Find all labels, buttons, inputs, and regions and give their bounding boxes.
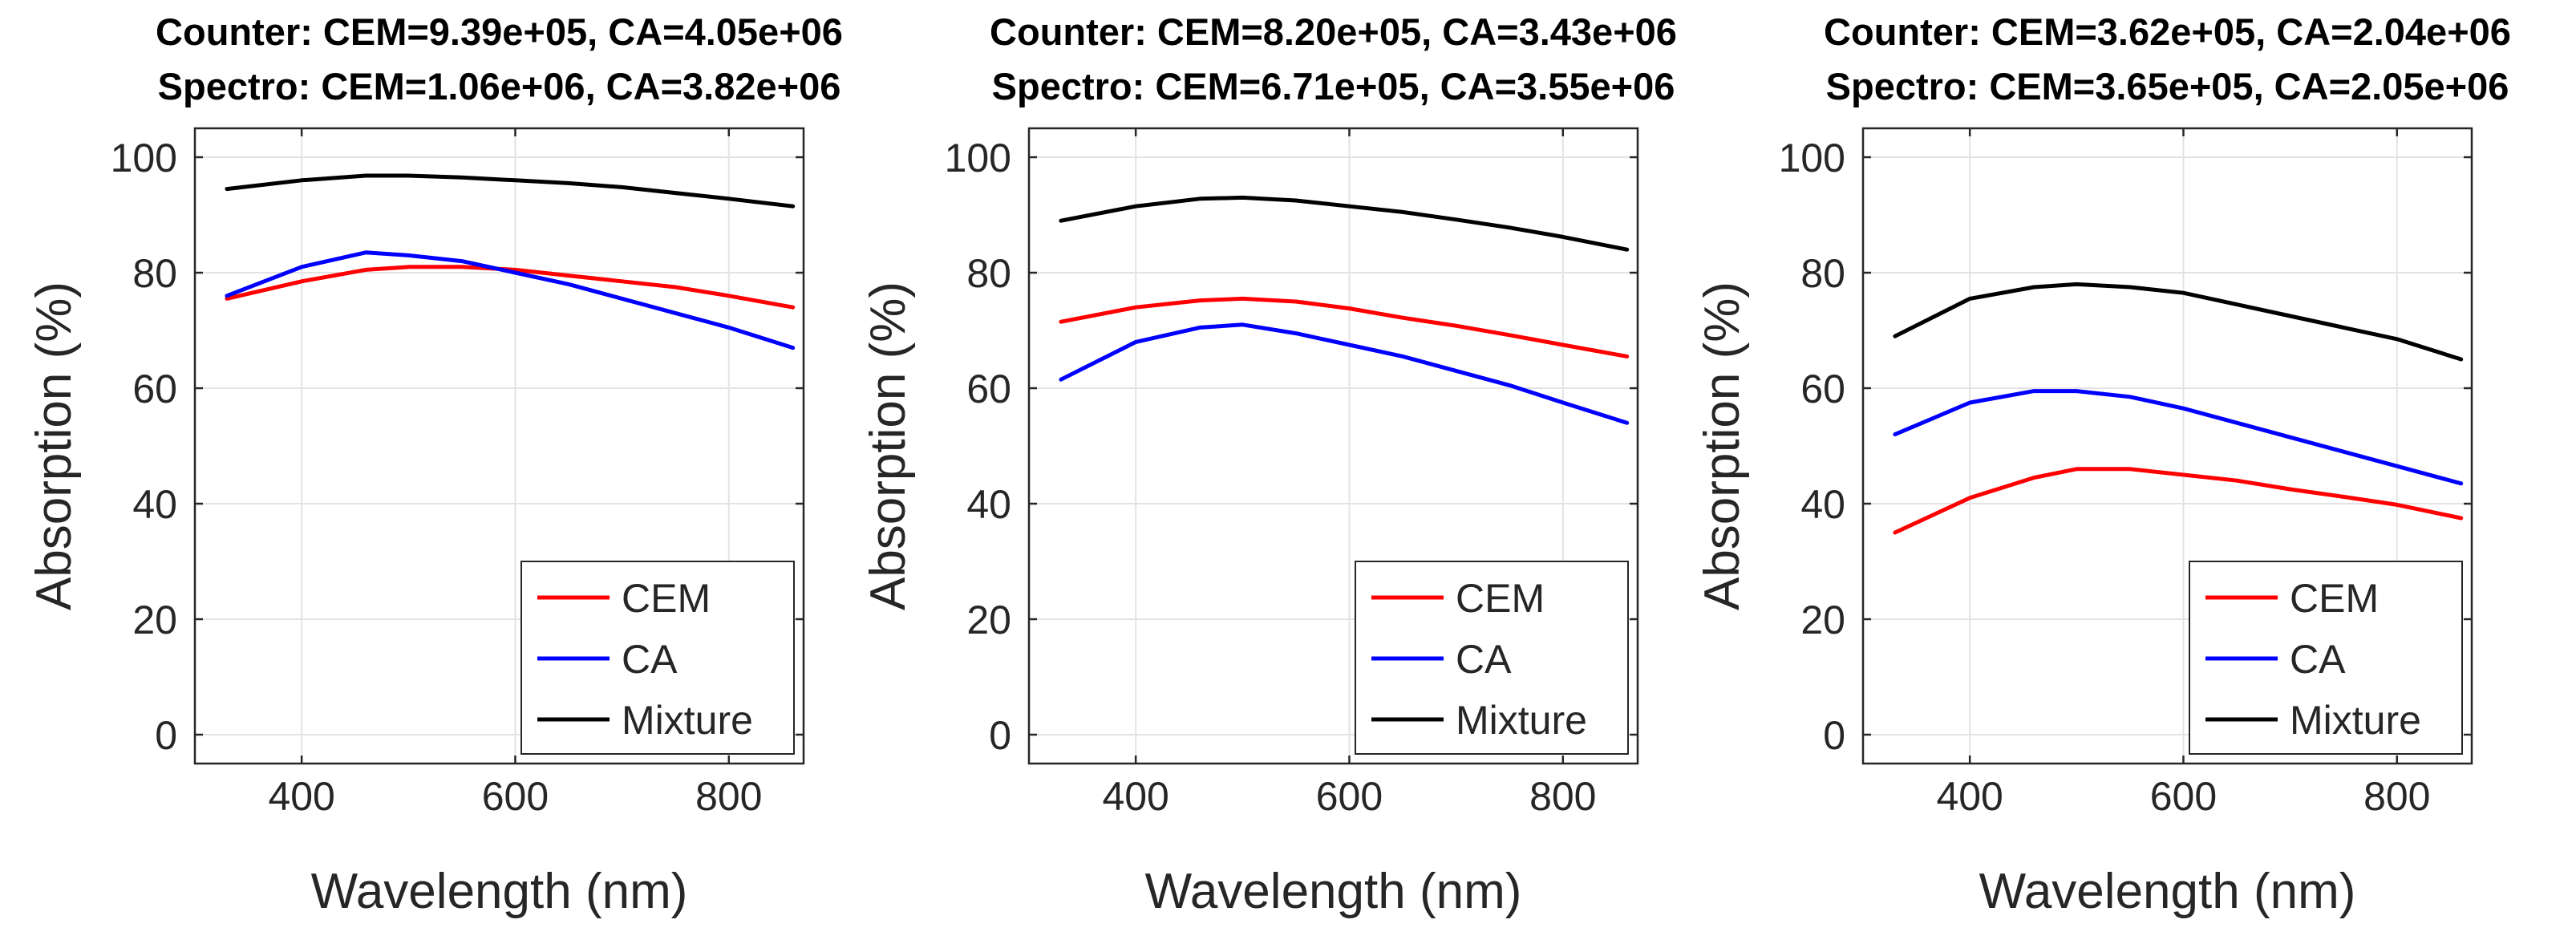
axes-box: [1861, 127, 2473, 765]
x-tick-label: 400: [1936, 774, 2003, 819]
legend-label-mixture: Mixture: [2290, 698, 2421, 743]
x-tick-label: 600: [482, 774, 549, 819]
x-axis-label: Wavelength (nm): [311, 864, 688, 919]
legend: CEM CA Mixture: [520, 561, 795, 755]
axes-box: [193, 127, 805, 765]
legend: CEM CA Mixture: [1355, 561, 1629, 755]
y-tick-label: 60: [132, 367, 177, 411]
series-line-cem: [1893, 467, 2464, 535]
chart-title-line-1: Counter: CEM=8.20e+05, CA=3.43e+06: [990, 10, 1677, 53]
legend-label-cem: CEM: [2290, 576, 2379, 621]
series-line-ca: [225, 250, 796, 350]
legend-label-ca: CA: [1456, 637, 1512, 682]
y-tick-label: 40: [1800, 482, 1845, 527]
y-tick-label: 0: [1823, 713, 1845, 758]
series-line-cem: [225, 265, 796, 310]
x-tick-label: 400: [268, 774, 334, 819]
chart-panel-3: Counter: CEM=3.62e+05, CA=2.04e+06 Spectr…: [1695, 10, 2511, 919]
y-tick-label: 80: [966, 251, 1011, 296]
series-line-mixture: [225, 173, 796, 209]
x-tick-label: 800: [695, 774, 762, 819]
chart-title-line-1: Counter: CEM=9.39e+05, CA=4.05e+06: [156, 10, 843, 53]
legend: CEM CA Mixture: [2189, 561, 2463, 755]
chart-title-line-2: Spectro: CEM=3.65e+05, CA=2.05e+06: [1826, 65, 2509, 107]
y-tick-label: 20: [966, 598, 1011, 642]
x-tick-label: 600: [2150, 774, 2217, 819]
series-line-ca: [1059, 322, 1630, 425]
x-tick-label: 600: [1316, 774, 1383, 819]
y-tick-label: 80: [1800, 251, 1845, 296]
x-tick-label: 800: [2363, 774, 2430, 819]
legend-label-mixture: Mixture: [622, 698, 753, 743]
y-tick-label: 0: [989, 713, 1011, 758]
y-tick-label: 20: [132, 598, 177, 642]
chart-title-line-2: Spectro: CEM=1.06e+06, CA=3.82e+06: [158, 65, 841, 107]
y-tick-label: 40: [132, 482, 177, 527]
y-axis-label: Absorption (%): [861, 282, 916, 610]
x-tick-label: 800: [1529, 774, 1596, 819]
y-tick-label: 100: [945, 136, 1011, 180]
x-axis-label: Wavelength (nm): [1145, 864, 1522, 919]
legend-label-ca: CA: [2290, 637, 2346, 682]
axes-box: [1027, 127, 1639, 765]
x-tick-label: 400: [1102, 774, 1169, 819]
series-line-ca: [1893, 389, 2464, 486]
y-axis-label: Absorption (%): [1695, 282, 1750, 610]
y-tick-label: 0: [155, 713, 177, 758]
chart-title-line-2: Spectro: CEM=6.71e+05, CA=3.55e+06: [992, 65, 1675, 107]
y-tick-label: 100: [111, 136, 177, 180]
y-tick-label: 100: [1779, 136, 1845, 180]
y-tick-label: 60: [966, 367, 1011, 411]
legend-label-cem: CEM: [622, 576, 711, 621]
chart-panel-1: Counter: CEM=9.39e+05, CA=4.05e+06 Spectr…: [26, 10, 843, 919]
series-line-cem: [1059, 296, 1630, 359]
chart-panel-2: Counter: CEM=8.20e+05, CA=3.43e+06 Spectr…: [861, 10, 1677, 919]
x-axis-label: Wavelength (nm): [1979, 864, 2356, 919]
y-tick-label: 60: [1800, 367, 1845, 411]
series-line-mixture: [1059, 195, 1630, 252]
y-tick-label: 40: [966, 482, 1011, 527]
y-tick-label: 80: [132, 251, 177, 296]
legend-label-ca: CA: [622, 637, 678, 682]
y-axis-label: Absorption (%): [26, 282, 82, 610]
y-tick-label: 20: [1800, 598, 1845, 642]
legend-label-cem: CEM: [1456, 576, 1545, 621]
series-line-mixture: [1893, 282, 2464, 362]
legend-label-mixture: Mixture: [1456, 698, 1587, 743]
chart-title-line-1: Counter: CEM=3.62e+05, CA=2.04e+06: [1824, 10, 2511, 53]
